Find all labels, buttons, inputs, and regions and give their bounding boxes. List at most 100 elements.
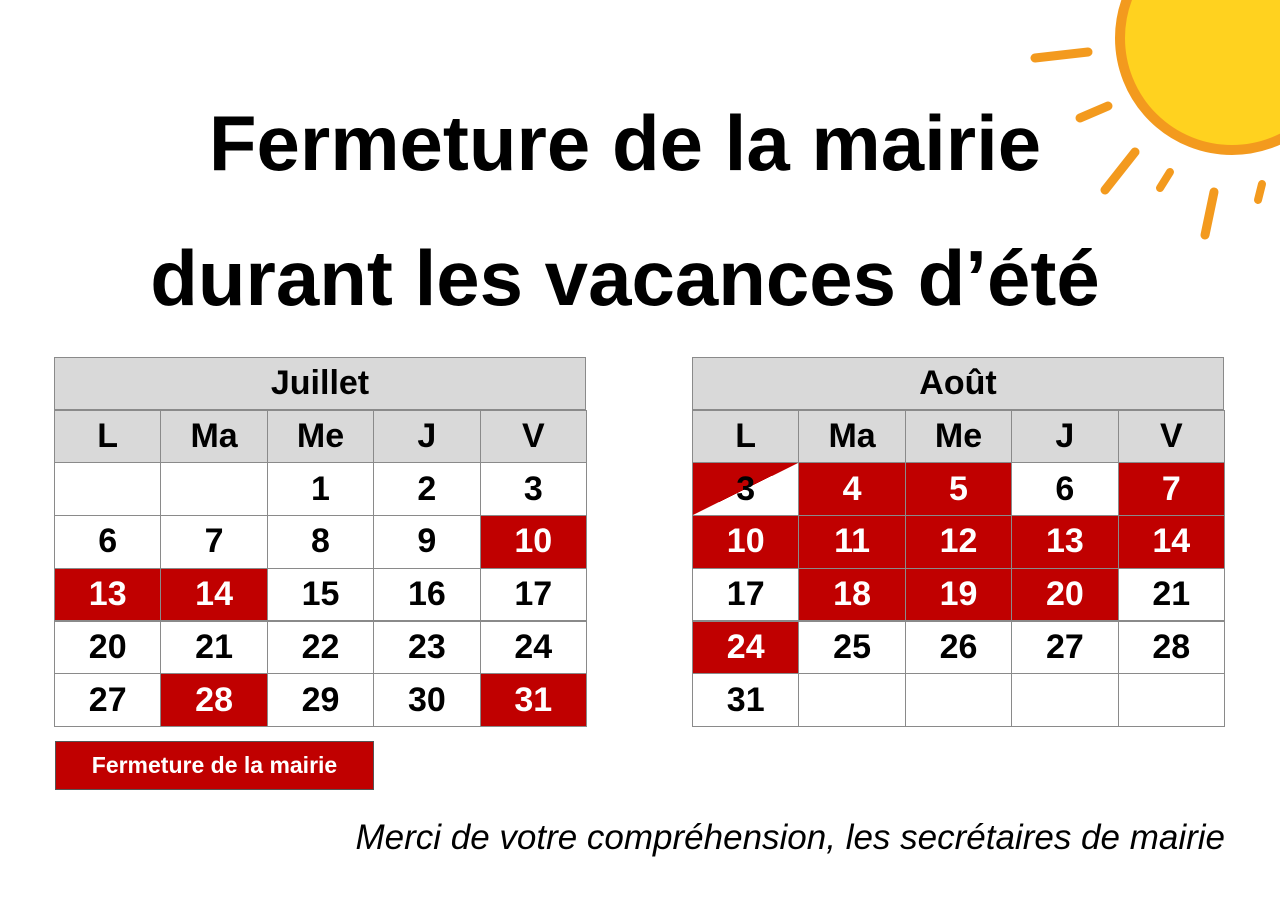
day-cell: 2 <box>373 462 481 517</box>
day-cell: 24 <box>479 620 587 675</box>
day-number: 12 <box>939 522 978 561</box>
day-cell: 3 <box>692 462 800 517</box>
day-cell <box>54 462 162 517</box>
weekday-header: Ma <box>798 409 906 464</box>
day-cell: 10 <box>692 515 800 569</box>
day-number: 21 <box>195 627 233 666</box>
day-number: 1 <box>311 469 330 508</box>
weekday-header: J <box>1011 409 1119 464</box>
day-cell: 25 <box>798 620 906 675</box>
legend: Fermeture de la mairie <box>55 741 374 790</box>
day-cell: 23 <box>373 620 481 675</box>
day-cell: 20 <box>1011 567 1119 622</box>
day-cell: 16 <box>373 567 481 622</box>
weekday-header: L <box>692 409 800 464</box>
footer: Merci de votre compréhension, les secrét… <box>355 818 1225 857</box>
day-cell: 27 <box>1011 620 1119 675</box>
day-cell: 7 <box>160 515 268 569</box>
day-number: 21 <box>1152 575 1191 614</box>
day-cell: 1 <box>266 462 375 517</box>
day-cell: 10 <box>479 515 587 569</box>
day-number: 7 <box>204 522 224 561</box>
day-cell: 6 <box>54 515 162 569</box>
day-cell: 21 <box>160 620 268 675</box>
day-cell: 12 <box>904 515 1013 569</box>
day-cell <box>160 462 268 517</box>
day-number: 10 <box>514 522 553 561</box>
weekday-header: Me <box>904 409 1013 464</box>
day-number: 22 <box>301 627 340 666</box>
day-number: 26 <box>939 627 978 666</box>
day-number: 24 <box>514 627 553 666</box>
day-number: 4 <box>842 469 862 508</box>
day-cell: 13 <box>1011 515 1119 569</box>
day-cell: 21 <box>1117 567 1225 622</box>
day-cell <box>798 673 906 727</box>
day-number: 19 <box>939 575 978 614</box>
day-cell: 7 <box>1117 462 1225 517</box>
day-number: 28 <box>1152 627 1191 666</box>
day-cell: 20 <box>54 620 162 675</box>
weekday-header: Ma <box>160 409 268 464</box>
day-cell <box>904 673 1013 727</box>
day-number: 9 <box>417 522 437 561</box>
weekday-header: L <box>54 409 162 464</box>
day-cell: 28 <box>1117 620 1225 675</box>
day-cell: 27 <box>54 673 162 727</box>
day-cell: 4 <box>798 462 906 517</box>
day-number: 6 <box>98 522 118 561</box>
sun <box>1030 0 1280 240</box>
day-cell <box>1011 673 1119 727</box>
weekday-header: V <box>479 409 587 464</box>
day-cell: 31 <box>479 673 587 727</box>
month-header: Août <box>692 357 1224 410</box>
day-number: 8 <box>311 522 330 561</box>
day-cell: 8 <box>266 515 375 569</box>
day-number: 15 <box>301 575 340 614</box>
day-number: 31 <box>514 680 553 719</box>
weekday-header: Me <box>266 409 375 464</box>
day-number: 29 <box>301 680 340 719</box>
day-number: 16 <box>407 575 446 614</box>
day-number: 10 <box>726 522 765 561</box>
day-number: 20 <box>88 627 127 666</box>
day-number: 24 <box>726 627 765 666</box>
day-cell: 24 <box>692 620 800 675</box>
day-number: 6 <box>1055 469 1075 508</box>
day-number: 2 <box>417 469 437 508</box>
day-number: 7 <box>1161 469 1181 508</box>
day-cell: 3 <box>479 462 587 517</box>
day-number: 25 <box>833 627 871 666</box>
day-number: 31 <box>726 680 765 719</box>
title: durant les vacances d’été <box>150 234 1100 322</box>
day-cell: 13 <box>54 567 162 622</box>
day-cell: 30 <box>373 673 481 727</box>
day-cell: 17 <box>479 567 587 622</box>
weekday-header: V <box>1117 409 1225 464</box>
day-number: 11 <box>834 522 871 561</box>
day-number: 18 <box>833 575 871 614</box>
day-cell: 15 <box>266 567 375 622</box>
title: Fermeture de la mairie <box>208 99 1042 187</box>
day-cell: 9 <box>373 515 481 569</box>
day-number: 13 <box>1045 522 1084 561</box>
day-number: 3 <box>523 469 543 508</box>
day-number: 5 <box>949 469 968 508</box>
day-cell: 26 <box>904 620 1013 675</box>
day-cell: 18 <box>798 567 906 622</box>
day-number: 27 <box>88 680 127 719</box>
day-number: 27 <box>1045 627 1084 666</box>
day-number: 17 <box>726 575 765 614</box>
day-cell: 17 <box>692 567 800 622</box>
day-cell: 14 <box>160 567 268 622</box>
day-number: 20 <box>1045 575 1084 614</box>
day-number: 23 <box>407 627 446 666</box>
day-number: 30 <box>407 680 446 719</box>
day-cell: 19 <box>904 567 1013 622</box>
day-number: 14 <box>1152 522 1191 561</box>
day-cell: 5 <box>904 462 1013 517</box>
day-cell: 11 <box>798 515 906 569</box>
day-cell: 29 <box>266 673 375 727</box>
day-cell: 22 <box>266 620 375 675</box>
